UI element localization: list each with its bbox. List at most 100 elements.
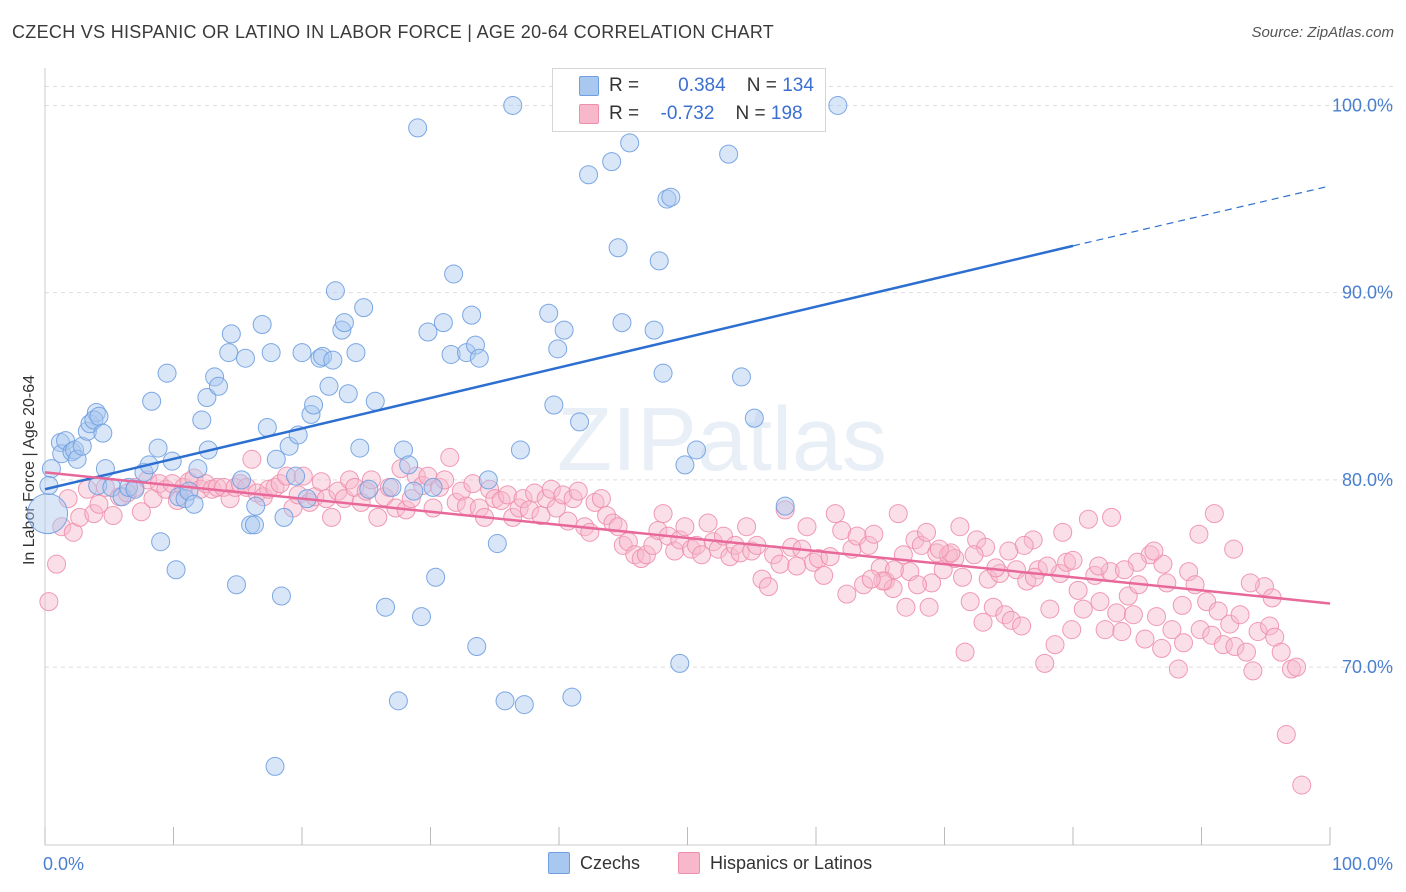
czechs-point: [570, 412, 590, 432]
hispanics-point: [440, 447, 460, 467]
hispanics-point: [1152, 638, 1172, 658]
czechs-series: [27, 95, 848, 776]
hispanics-point: [1073, 599, 1093, 619]
hispanics-point: [919, 597, 939, 617]
hispanics-point: [837, 584, 857, 604]
hispanics-point: [1204, 504, 1224, 524]
hispanics-point: [580, 522, 600, 542]
czechs-point: [246, 496, 266, 516]
hispanics-point: [950, 517, 970, 537]
czechs-point: [205, 367, 225, 387]
czechs-point: [125, 479, 145, 499]
hispanics-swatch: [579, 104, 599, 124]
hispanics-point: [888, 504, 908, 524]
hispanics-point: [803, 552, 823, 572]
hispanics-point: [814, 565, 834, 585]
czechs-point: [644, 320, 664, 340]
hispanics-point: [917, 522, 937, 542]
hispanics-point: [1135, 629, 1155, 649]
x-tick-label: 100.0%: [1332, 854, 1393, 874]
hispanics-point: [70, 507, 90, 527]
czechs-point: [41, 459, 61, 479]
legend-item-czechs[interactable]: Czechs: [548, 852, 640, 874]
hispanics-point: [1045, 635, 1065, 655]
hispanics-point: [929, 539, 949, 559]
hispanics-point: [1213, 635, 1233, 655]
czechs-point: [119, 477, 139, 497]
czechs-legend-label: Czechs: [580, 852, 641, 873]
hispanics-point: [861, 569, 881, 589]
hispanics-point: [653, 504, 673, 524]
hispanics-point: [1095, 620, 1115, 640]
czechs-point: [495, 691, 515, 711]
hispanics-point: [568, 481, 588, 501]
hispanics-point: [873, 571, 893, 591]
czechs-point: [338, 384, 358, 404]
czechs-point: [192, 410, 212, 430]
hispanics-point: [797, 517, 817, 537]
hispanics-point: [976, 537, 996, 557]
hispanics-point: [597, 505, 617, 525]
czechs-point: [86, 403, 106, 423]
hispanics-point: [978, 569, 998, 589]
hispanics-point: [884, 560, 904, 580]
y-tick-label: 90.0%: [1342, 283, 1393, 303]
hispanics-point: [1174, 633, 1194, 653]
czechs-point: [487, 534, 507, 554]
hispanics-point: [322, 507, 342, 527]
czechs-point: [226, 575, 246, 595]
legend-n-value: 198: [770, 103, 803, 124]
czechs-point: [548, 339, 568, 359]
legend-n-label: N =: [746, 75, 777, 96]
hispanics-point: [675, 517, 695, 537]
czechs-point: [602, 152, 622, 172]
czechs-point: [399, 455, 419, 475]
czechs-point: [332, 320, 352, 340]
czechs-point: [444, 264, 464, 284]
hispanics-point: [1224, 539, 1244, 559]
czechs-point: [544, 395, 564, 415]
hispanics-point: [446, 492, 466, 512]
czechs-point: [84, 410, 104, 430]
hispanics-point: [999, 541, 1019, 561]
hispanics-point: [927, 543, 947, 563]
czechs-point: [319, 376, 339, 396]
hispanics-point: [1189, 524, 1209, 544]
czechs-point: [274, 507, 294, 527]
hispanics-point: [1063, 550, 1083, 570]
hispanics-point: [1230, 605, 1250, 625]
czechs-point: [169, 487, 189, 507]
hispanics-point: [1123, 605, 1143, 625]
czechs-point: [828, 95, 848, 115]
czechs-point: [265, 756, 285, 776]
czechs-point: [554, 320, 574, 340]
hispanics-trend-line: [44, 471, 1331, 605]
czechs-point: [346, 343, 366, 363]
legend-r-label: R =: [609, 75, 640, 96]
czechs-point: [27, 493, 69, 535]
legend-item-hispanics[interactable]: Hispanics or Latinos: [678, 852, 872, 874]
trend-lines: [44, 185, 1331, 605]
czechs-point: [462, 305, 482, 325]
czechs-point: [184, 494, 204, 514]
hispanics-point: [1172, 595, 1192, 615]
czechs-point: [675, 455, 695, 475]
hispanics-point: [692, 545, 712, 565]
watermark: ZIPatlas: [557, 390, 887, 490]
hispanics-point: [103, 505, 123, 525]
hispanics-point: [591, 489, 611, 509]
czechs-point: [221, 324, 241, 344]
hispanics-point: [220, 489, 240, 509]
czechs-point: [197, 388, 217, 408]
hispanics-point: [665, 541, 685, 561]
czechs-point: [261, 343, 281, 363]
hispanics-point: [896, 597, 916, 617]
czechs-point: [39, 476, 59, 496]
czechs-trend-extension: [1072, 185, 1331, 247]
hispanics-point: [973, 612, 993, 632]
hispanics-point: [485, 489, 505, 509]
czechs-point: [423, 477, 443, 497]
hispanics-point: [770, 554, 790, 574]
czechs-swatch: [579, 76, 599, 96]
hispanics-point: [1225, 637, 1245, 657]
